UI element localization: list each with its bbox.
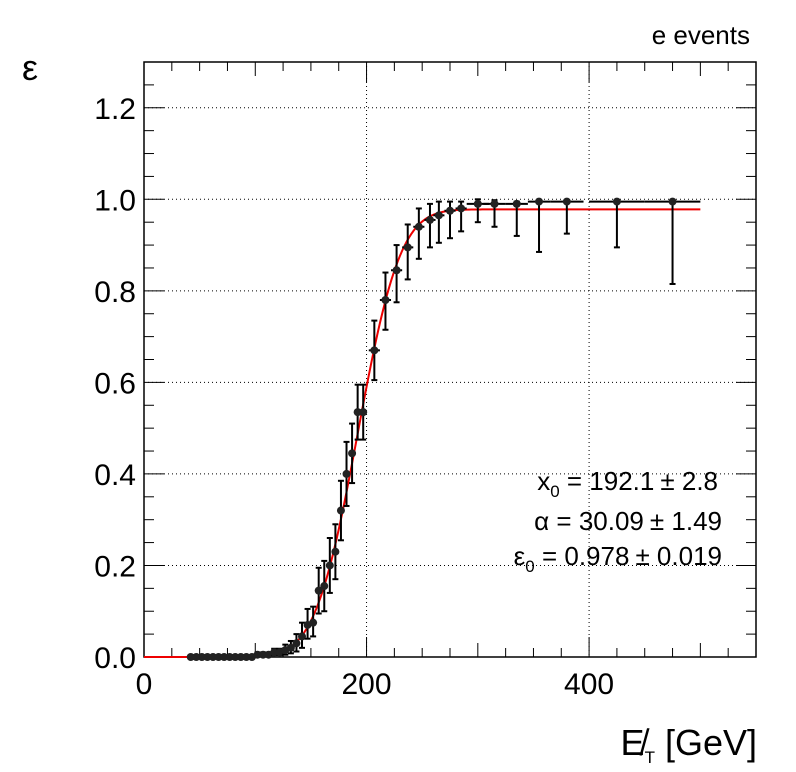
data-marker: [336, 506, 345, 515]
data-point: [314, 566, 323, 615]
x-tick-label: 200: [342, 668, 392, 701]
data-point: [270, 647, 279, 657]
data-point: [286, 639, 295, 655]
data-point: [292, 633, 301, 653]
data-marker: [392, 266, 401, 275]
data-marker: [253, 650, 262, 659]
tick-labels: 0 200 400 0.0 0.2 0.4 0.6 0.8 1.0 1.2: [94, 93, 614, 701]
fit-param-alpha: α = 30.09 ± 1.49: [534, 506, 722, 536]
data-marker: [381, 296, 390, 304]
x-axis-title-unit: [GeV]: [665, 722, 757, 763]
data-point: [379, 271, 392, 331]
data-marker: [425, 215, 434, 224]
data-marker: [612, 197, 621, 206]
data-point: [348, 422, 357, 485]
data-point: [259, 650, 268, 659]
x-axis-title: E̸T [GeV]: [621, 722, 757, 767]
data-marker: [203, 653, 212, 661]
data-point: [483, 199, 506, 228]
data-marker: [208, 653, 217, 661]
data-marker: [314, 586, 323, 595]
y-tick-label: 0.6: [94, 367, 136, 400]
axis-ticks: [143, 61, 757, 658]
data-marker: [403, 243, 412, 252]
data-marker: [231, 653, 240, 661]
corner-label: e events: [652, 20, 750, 50]
data-marker: [353, 408, 362, 417]
y-tick-label: 0.0: [94, 642, 136, 675]
data-marker: [668, 197, 677, 206]
data-marker: [236, 653, 245, 661]
data-point: [368, 319, 380, 382]
data-point: [550, 197, 584, 235]
data-point: [298, 621, 307, 649]
data-point: [359, 383, 368, 441]
data-marker: [434, 211, 443, 220]
data-point: [325, 537, 334, 594]
data-point: [336, 479, 345, 542]
data-points-layer: [186, 197, 701, 661]
data-point: [391, 244, 403, 304]
data-point: [444, 200, 456, 240]
data-marker: [214, 653, 223, 661]
data-point: [433, 200, 445, 244]
data-point: [466, 198, 489, 224]
data-marker: [342, 469, 351, 478]
data-point: [527, 197, 551, 253]
data-marker: [309, 618, 318, 627]
data-marker: [292, 639, 301, 648]
data-marker: [370, 346, 379, 355]
y-tick-label: 0.2: [94, 550, 136, 583]
x-tick-label: 400: [564, 668, 614, 701]
data-point: [331, 523, 340, 581]
x-axis-title-sub: T: [645, 748, 655, 767]
data-marker: [220, 653, 229, 661]
fit-curve-layer: [144, 208, 701, 658]
data-marker: [562, 197, 571, 206]
data-point: [413, 207, 425, 260]
data-marker: [457, 204, 466, 213]
data-marker: [446, 206, 454, 215]
data-marker: [286, 643, 295, 652]
data-marker: [414, 222, 423, 231]
data-point: [309, 605, 318, 638]
data-marker: [186, 653, 195, 661]
y-tick-label: 1.0: [94, 184, 136, 217]
data-marker: [225, 653, 234, 661]
data-marker: [259, 650, 268, 659]
data-marker: [535, 197, 544, 206]
data-marker: [331, 547, 340, 556]
fit-param-eps0: ε0 = 0.978 ± 0.019: [514, 541, 722, 576]
data-point: [505, 199, 528, 237]
fit-curve: [144, 208, 701, 658]
data-point: [342, 440, 351, 507]
data-marker: [348, 449, 357, 458]
x-tick-label: 0: [136, 668, 153, 701]
data-marker: [270, 648, 279, 657]
data-marker: [192, 653, 201, 661]
data-point: [424, 202, 436, 249]
y-tick-label: 0.8: [94, 276, 136, 309]
data-marker: [197, 653, 206, 661]
fit-parameters: x0 = 192.1 ± 2.8 α = 30.09 ± 1.49 ε0 = 0.9…: [514, 466, 722, 576]
data-point: [402, 223, 414, 281]
fit-param-x0: x0 = 192.1 ± 2.8: [537, 466, 718, 501]
data-point: [320, 559, 329, 613]
data-marker: [242, 653, 251, 661]
data-point: [589, 197, 645, 249]
y-axis-title: ε: [22, 47, 38, 88]
y-tick-label: 0.4: [94, 459, 136, 492]
data-marker: [325, 561, 334, 570]
data-marker: [359, 408, 368, 417]
data-marker: [298, 632, 307, 641]
data-point: [353, 383, 362, 441]
data-marker: [473, 199, 482, 208]
y-tick-label: 1.2: [94, 93, 136, 126]
data-point: [455, 200, 467, 233]
data-marker: [512, 199, 521, 208]
data-marker: [320, 582, 329, 591]
data-marker: [490, 199, 499, 208]
data-point: [644, 197, 701, 285]
